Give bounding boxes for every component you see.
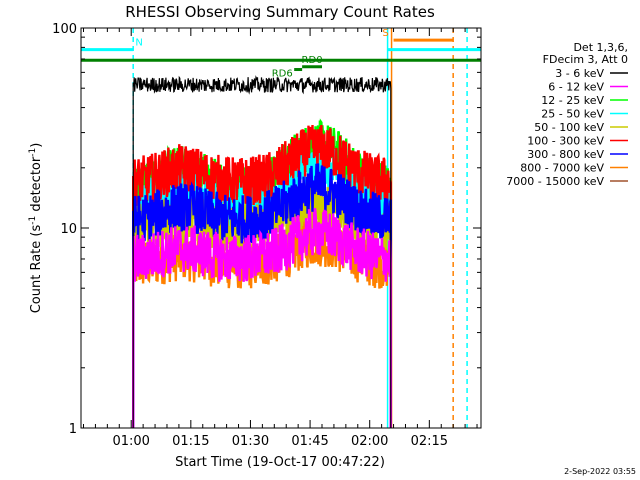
legend-label: 100 - 300 keV [527, 135, 604, 148]
chart-title: RHESSI Observing Summary Count Rates [125, 3, 435, 21]
y-axis-label: Count Rate (s-1 detector-1) [28, 143, 44, 314]
y-tick-label: 1 [69, 422, 77, 437]
y-axis-label-mid: detector [29, 156, 44, 216]
legend-label: 6 - 12 keV [548, 81, 604, 94]
x-tick-label: 02:00 [351, 434, 388, 449]
legend-label: 800 - 7000 keV [520, 162, 604, 175]
y-axis-label-sup1: -1 [28, 216, 38, 225]
y-axis-label-main: Count Rate (s [29, 225, 44, 314]
series-line-7 [132, 163, 392, 428]
y-tick-label: 100 [52, 22, 77, 37]
flag-label: RD6 [272, 69, 293, 80]
y-axis: 1 10 100 [52, 22, 481, 437]
series-line-1 [132, 75, 392, 428]
timestamp: 2-Sep-2022 03:55 [564, 467, 636, 476]
legend-label: 3 - 6 keV [555, 67, 604, 80]
legend-label: 25 - 50 keV [541, 108, 604, 121]
series-line-2 [132, 208, 392, 428]
y-axis-label-sup2: -1 [28, 148, 38, 157]
flag-label: N [135, 38, 142, 49]
legend-label: 300 - 800 keV [527, 148, 604, 161]
series-line-6 [132, 124, 392, 428]
legend-header-line1: Det 1,3,6, [573, 41, 628, 54]
x-axis: 01:00 01:15 01:30 01:45 02:00 02:15 [83, 28, 478, 449]
legend-label: 50 - 100 keV [534, 121, 604, 134]
legend-label: 12 - 25 keV [541, 94, 604, 107]
plot-area: N S RD0 RD6 [81, 28, 481, 428]
flag-label: S [382, 28, 388, 39]
y-axis-label-end: ) [29, 143, 44, 148]
x-tick-label: 01:30 [232, 434, 269, 449]
x-tick-label: 01:00 [112, 434, 149, 449]
x-axis-label: Start Time (19-Oct-17 00:47:22) [175, 455, 385, 470]
x-tick-label: 02:15 [411, 434, 448, 449]
y-tick-label: 10 [60, 222, 77, 237]
x-tick-label: 01:15 [172, 434, 209, 449]
flag-label: RD0 [302, 55, 323, 66]
legend-header-line2: FDecim 3, Att 0 [543, 53, 628, 66]
legend-label: 7000 - 15000 keV [506, 175, 604, 188]
x-tick-label: 01:45 [291, 434, 328, 449]
